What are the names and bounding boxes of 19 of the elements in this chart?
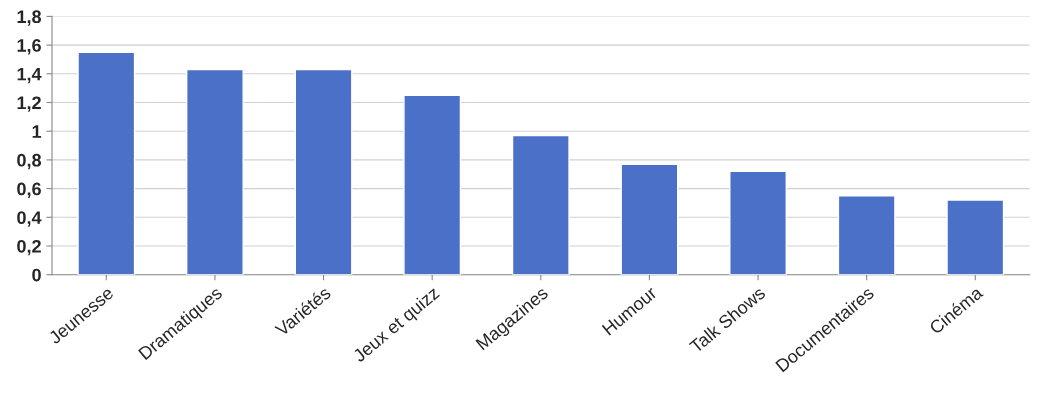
y-tick-label: 1,8 xyxy=(17,10,42,26)
bar xyxy=(511,134,570,275)
bar xyxy=(837,195,896,275)
y-tick-label: 0 xyxy=(32,268,41,282)
bar xyxy=(77,51,136,275)
y-tick-label: 1,2 xyxy=(17,96,41,112)
y-tick-label: 1,4 xyxy=(17,67,42,84)
bar xyxy=(946,199,1005,275)
bar xyxy=(294,68,353,275)
y-tick-label: 0,4 xyxy=(17,211,42,227)
y-tick-label: 0,2 xyxy=(17,239,41,256)
y-tick-label: 1 xyxy=(32,125,42,138)
y-tick-label: 0,8 xyxy=(17,153,42,170)
y-tick-label: 1,6 xyxy=(17,39,41,55)
bar xyxy=(729,170,787,275)
bar xyxy=(185,68,244,275)
bar xyxy=(403,94,462,275)
y-tick-label: 0,6 xyxy=(17,182,41,198)
bar xyxy=(620,163,679,275)
